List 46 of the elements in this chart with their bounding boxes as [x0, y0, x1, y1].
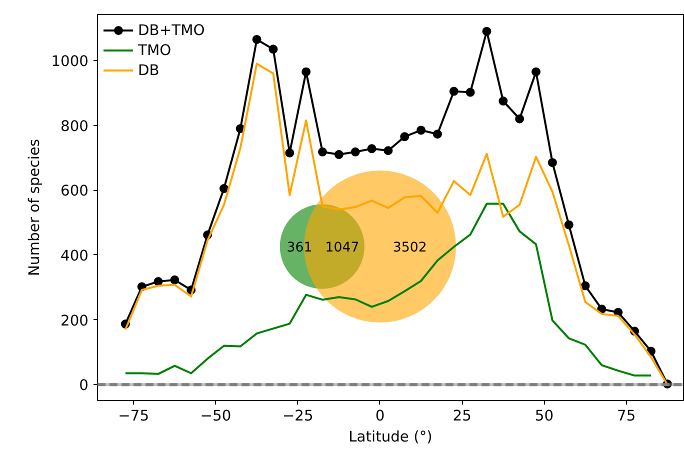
point: [170, 275, 180, 284]
annotation: 361: [286, 240, 312, 256]
point: [400, 132, 410, 142]
point: [580, 281, 590, 290]
point: [416, 126, 426, 135]
y-tick-label: 0: [79, 377, 89, 394]
point: [302, 67, 311, 76]
y-tick-label: 200: [60, 312, 89, 330]
x-tick-label: 25: [452, 408, 472, 424]
point: [350, 147, 360, 156]
legend-label: TMO: [138, 42, 172, 58]
x-tick-label: −25: [282, 408, 314, 424]
annotation: 1047: [325, 240, 360, 256]
point: [466, 88, 475, 97]
y-tick-label: 400: [60, 247, 89, 264]
y-tick-label: 600: [60, 182, 89, 200]
x-tick-label: 50: [534, 408, 554, 424]
point: [515, 114, 524, 124]
legend-label: DB: [138, 62, 160, 78]
point: [268, 44, 278, 54]
annotation: 3502: [392, 240, 427, 256]
x-tick-label: 0: [375, 408, 385, 424]
point: [334, 150, 344, 159]
point: [154, 277, 163, 286]
y-tick-label: 1000: [51, 53, 89, 70]
point: [285, 148, 294, 158]
y-tick-label: 800: [60, 118, 89, 135]
point: [498, 96, 508, 106]
legend-label: DB+TMO: [138, 22, 205, 38]
x-tick-label: −50: [200, 408, 232, 424]
point: [532, 67, 541, 76]
point: [318, 147, 328, 156]
point: [367, 144, 376, 154]
point: [564, 220, 574, 230]
y-axis-title: Number of species: [26, 138, 44, 276]
point: [252, 34, 262, 44]
point: [432, 130, 442, 139]
point: [548, 158, 557, 168]
x-tick-label: −75: [118, 408, 150, 424]
point: [219, 184, 228, 194]
point: [449, 86, 458, 96]
point: [482, 26, 492, 36]
point: [384, 146, 393, 156]
x-tick-label: 75: [617, 408, 636, 424]
line-series: [124, 202, 652, 377]
x-axis-title: Latitude (°): [348, 428, 432, 446]
